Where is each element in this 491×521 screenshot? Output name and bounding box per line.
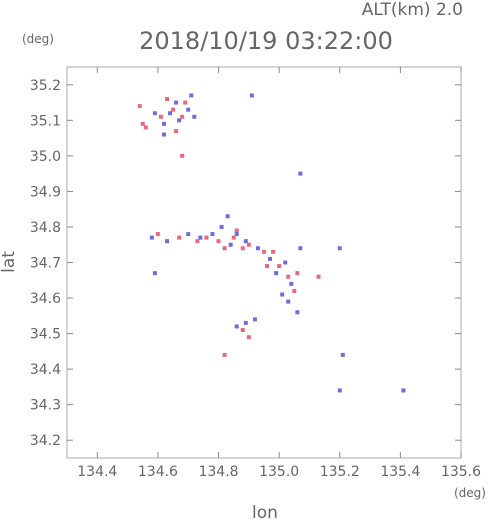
blue-data-point <box>280 292 285 297</box>
x-axis-ticks: 134.4 134.6 134.8 135.0 135.2 135.4 135.6 <box>77 67 481 480</box>
red-data-point <box>240 246 245 251</box>
red-data-point <box>286 274 291 279</box>
blue-data-point <box>289 281 294 286</box>
red-data-point <box>204 235 209 240</box>
blue-data-point <box>165 239 170 244</box>
x-axis-label: lon <box>252 503 278 521</box>
red-data-point <box>158 114 163 119</box>
x-tick-label: 134.4 <box>77 464 117 480</box>
red-data-point <box>177 235 182 240</box>
red-data-point <box>316 274 321 279</box>
blue-data-point <box>401 388 406 393</box>
red-data-point <box>216 239 221 244</box>
blue-data-point <box>295 310 300 315</box>
y-unit-label: (deg) <box>22 32 54 46</box>
red-data-point <box>222 246 227 251</box>
red-data-point <box>174 128 179 133</box>
timestamp-title: 2018/10/19 03:22:00 <box>139 27 393 55</box>
blue-data-point <box>283 260 288 265</box>
red-data-point <box>171 107 176 112</box>
y-tick-label: 34.8 <box>30 220 61 236</box>
x-tick-label: 134.8 <box>198 464 238 480</box>
blue-data-point <box>186 107 191 112</box>
x-tick-label: 134.6 <box>138 464 178 480</box>
red-data-point <box>240 328 245 333</box>
blue-data-point <box>149 235 154 240</box>
red-data-point <box>180 114 185 119</box>
blue-data-point <box>286 299 291 304</box>
red-data-point <box>180 153 185 158</box>
blue-data-point <box>161 121 166 126</box>
y-tick-label: 34.3 <box>30 398 61 414</box>
blue-data-point <box>186 232 191 237</box>
red-data-point <box>295 271 300 276</box>
y-tick-label: 34.6 <box>30 291 61 307</box>
red-data-point <box>143 125 148 130</box>
alt-label: ALT(km) 2.0 <box>362 0 463 20</box>
red-data-point <box>231 235 236 240</box>
blue-data-point <box>243 239 248 244</box>
blue-data-point <box>337 388 342 393</box>
blue-data-point <box>177 118 182 123</box>
y-tick-label: 34.7 <box>30 256 61 272</box>
blue-data-point <box>340 352 345 357</box>
x-tick-label: 135.0 <box>259 464 299 480</box>
blue-data-point <box>234 232 239 237</box>
y-tick-label: 34.9 <box>30 184 61 200</box>
blue-data-point <box>298 171 303 176</box>
blue-data-point <box>192 114 197 119</box>
red-data-point <box>262 249 266 254</box>
x-unit-label: (deg) <box>454 486 486 500</box>
red-data-point <box>265 264 270 269</box>
red-data-point <box>271 249 276 254</box>
blue-data-point <box>243 320 248 325</box>
y-tick-label: 34.5 <box>30 327 61 343</box>
red-data-point <box>222 352 227 357</box>
data-points <box>137 93 406 393</box>
blue-data-point <box>234 324 239 329</box>
blue-data-point <box>298 246 303 251</box>
red-data-point <box>277 264 282 269</box>
blue-data-point <box>161 132 166 137</box>
y-axis-label: lat <box>0 251 19 273</box>
red-data-point <box>137 104 142 109</box>
blue-data-point <box>152 111 157 116</box>
red-data-point <box>155 232 160 237</box>
blue-data-point <box>249 93 254 98</box>
red-data-point <box>246 335 251 340</box>
x-tick-label: 135.6 <box>441 464 481 480</box>
blue-data-point <box>168 111 173 116</box>
blue-data-point <box>337 246 342 251</box>
blue-data-point <box>152 271 157 276</box>
red-data-point <box>234 228 239 233</box>
y-tick-label: 35.0 <box>30 149 61 165</box>
blue-data-point <box>198 235 203 240</box>
red-data-point <box>246 242 251 247</box>
y-tick-label: 34.2 <box>30 433 61 449</box>
x-tick-label: 135.4 <box>380 464 420 480</box>
blue-data-point <box>268 256 273 261</box>
x-tick-label: 135.2 <box>320 464 360 480</box>
blue-data-point <box>219 224 224 229</box>
y-axis-ticks: 34.2 34.3 34.4 34.5 34.6 34.7 34.8 34.9 35.0 35.1… <box>30 78 461 449</box>
blue-data-point <box>228 242 233 247</box>
blue-data-point <box>252 317 257 322</box>
y-tick-label: 35.1 <box>30 113 61 129</box>
blue-data-point <box>174 100 179 105</box>
red-data-point <box>183 100 188 105</box>
red-data-point <box>195 239 200 244</box>
blue-data-point <box>225 214 230 219</box>
blue-data-point <box>255 246 260 251</box>
red-data-point <box>165 96 170 101</box>
blue-data-point <box>274 271 279 276</box>
blue-data-point <box>210 232 215 237</box>
red-data-point <box>292 288 297 293</box>
plot-frame <box>66 66 462 459</box>
y-tick-label: 34.4 <box>30 362 61 378</box>
red-data-point <box>140 121 145 126</box>
y-tick-label: 35.2 <box>30 78 61 94</box>
blue-data-point <box>189 93 194 98</box>
